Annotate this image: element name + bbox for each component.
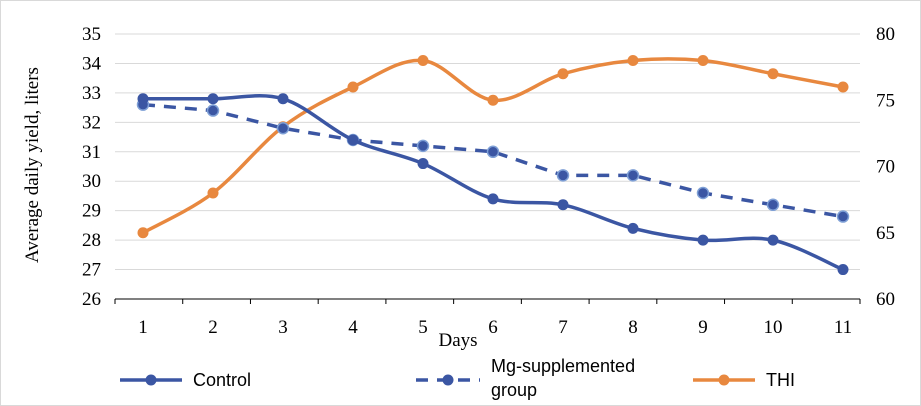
point-mg-supplemented-group-2 [206,104,220,117]
point-control-4 [347,134,359,146]
x-tick-label-9: 9 [698,317,708,338]
x-tick-label-1: 1 [138,317,148,338]
x-tick-label-2: 2 [208,317,218,338]
y-tick-label-31: 31 [82,142,101,163]
legend-item-thi: THI [693,370,795,390]
point-thi-10 [767,68,779,80]
point-control-7 [557,199,569,211]
point-mg-supplemented-group-10 [766,198,780,212]
series-layer [136,55,850,276]
legend-marker-thi [718,374,730,386]
legend-item-mg-supplemented-group: Mg-supplemented group [416,356,635,400]
legend-label-mg-supplemented-group-line-1: Mg-supplemented [491,356,635,376]
point-thi-2 [207,187,219,199]
y2-tick-label-70: 70 [876,157,895,178]
legend-item-control: Control [120,370,251,390]
point-control-5 [417,158,429,170]
legend-marker-mg-supplemented-group [442,374,454,386]
point-thi-6 [487,94,499,106]
point-thi-5 [417,55,429,66]
grid-lines [115,33,860,271]
point-thi-7 [557,68,569,80]
point-mg-supplemented-group-6 [486,145,500,159]
series-control [137,93,849,276]
series-thi [137,55,849,239]
y-tick-label-34: 34 [82,53,102,74]
point-control-10 [767,234,779,246]
point-thi-9 [697,55,709,66]
x-tick-label-4: 4 [348,317,358,338]
y-tick-label-29: 29 [82,201,101,222]
y-tick-label-33: 33 [82,83,101,104]
legend-label-mg-supplemented-group-line-2: group [491,380,537,400]
legend-marker-control [145,374,157,386]
x-tick-label-3: 3 [278,317,288,338]
point-mg-supplemented-group-5 [416,139,430,153]
y-tick-label-32: 32 [82,112,101,133]
x-tick-label-6: 6 [488,317,498,338]
point-control-3 [277,93,289,105]
point-control-11 [837,264,849,276]
point-thi-11 [837,81,849,93]
y2-tick-label-80: 80 [876,24,895,45]
x-axis-title: Days [438,330,477,351]
x-tick-label-7: 7 [558,317,568,338]
x-tick-label-8: 8 [628,317,638,338]
legend: Control Mg-supplemented group THI [120,356,795,400]
point-mg-supplemented-group-8 [626,169,640,182]
point-control-9 [697,234,709,246]
point-thi-8 [627,55,639,66]
y2-tick-label-65: 65 [876,223,895,244]
y2-tick-label-60: 60 [876,289,895,310]
point-thi-4 [347,81,359,93]
point-control-8 [627,222,639,234]
y-tick-label-28: 28 [82,230,101,251]
y2-tick-label-75: 75 [876,90,895,111]
y-axis-title: Average daily yield, liters [22,67,43,263]
axes [114,298,861,304]
point-mg-supplemented-group-9 [696,186,710,200]
x-tick-label-11: 11 [834,317,852,338]
y-tick-label-30: 30 [82,171,101,192]
legend-label-control: Control [193,370,251,390]
x-tick-label-10: 10 [764,317,783,338]
y-tick-label-27: 27 [82,260,101,281]
point-mg-supplemented-group-11 [836,210,850,223]
y-tick-label-35: 35 [82,24,101,45]
legend-label-thi: THI [766,370,795,390]
point-control-2 [207,93,219,105]
series-line-mg-supplemented-group [142,102,844,219]
point-thi-1 [137,227,149,239]
point-mg-supplemented-group-7 [556,169,570,182]
y-tick-label-26: 26 [82,289,101,310]
point-control-1 [137,93,149,105]
x-tick-label-5: 5 [418,317,428,338]
point-mg-supplemented-group-3 [276,121,290,135]
point-control-6 [487,193,499,205]
